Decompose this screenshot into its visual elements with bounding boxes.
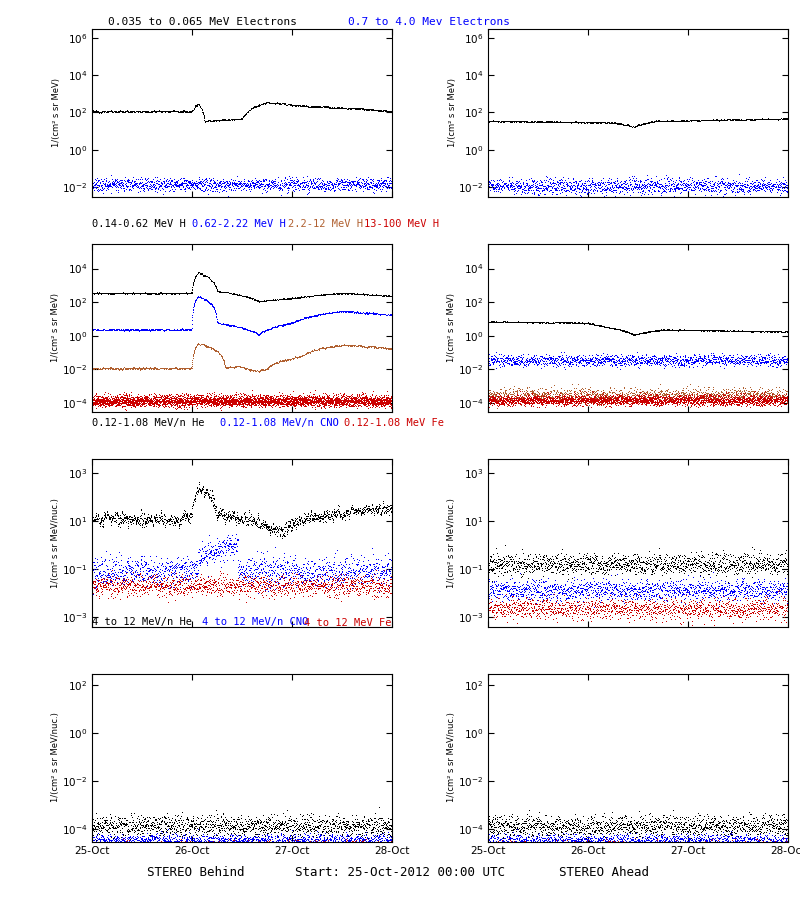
Text: 0.12-1.08 MeV Fe: 0.12-1.08 MeV Fe	[344, 418, 444, 428]
Y-axis label: 1/(cm² s sr MeV): 1/(cm² s sr MeV)	[447, 78, 457, 148]
Text: 0.12-1.08 MeV/n He: 0.12-1.08 MeV/n He	[92, 418, 205, 428]
Text: 0.12-1.08 MeV/n CNO: 0.12-1.08 MeV/n CNO	[220, 418, 338, 428]
Text: 4 to 12 MeV/n CNO: 4 to 12 MeV/n CNO	[202, 617, 308, 627]
Text: 4 to 12 MeV/n He: 4 to 12 MeV/n He	[92, 617, 192, 627]
Text: STEREO Ahead: STEREO Ahead	[559, 866, 649, 878]
Text: Start: 25-Oct-2012 00:00 UTC: Start: 25-Oct-2012 00:00 UTC	[295, 866, 505, 878]
Y-axis label: 1/(cm² s sr MeV): 1/(cm² s sr MeV)	[51, 293, 60, 362]
Y-axis label: 1/(cm² s sr MeV/nuc.): 1/(cm² s sr MeV/nuc.)	[51, 498, 60, 588]
Text: 0.62-2.22 MeV H: 0.62-2.22 MeV H	[192, 219, 286, 229]
Text: 0.035 to 0.065 MeV Electrons: 0.035 to 0.065 MeV Electrons	[108, 17, 297, 27]
Text: STEREO Behind: STEREO Behind	[147, 866, 245, 878]
Y-axis label: 1/(cm² s sr MeV/nuc.): 1/(cm² s sr MeV/nuc.)	[447, 713, 456, 803]
Text: 4 to 12 MeV Fe: 4 to 12 MeV Fe	[304, 617, 391, 627]
Y-axis label: 1/(cm² s sr MeV): 1/(cm² s sr MeV)	[447, 293, 456, 362]
Text: 13-100 MeV H: 13-100 MeV H	[364, 219, 439, 229]
Text: 0.14-0.62 MeV H: 0.14-0.62 MeV H	[92, 219, 186, 229]
Y-axis label: 1/(cm² s sr MeV/nuc.): 1/(cm² s sr MeV/nuc.)	[51, 713, 60, 803]
Y-axis label: 1/(cm² s sr MeV): 1/(cm² s sr MeV)	[51, 78, 61, 148]
Y-axis label: 1/(cm² s sr MeV/nuc.): 1/(cm² s sr MeV/nuc.)	[447, 498, 456, 588]
Text: 2.2-12 MeV H: 2.2-12 MeV H	[288, 219, 363, 229]
Text: 0.7 to 4.0 Mev Electrons: 0.7 to 4.0 Mev Electrons	[348, 17, 510, 27]
